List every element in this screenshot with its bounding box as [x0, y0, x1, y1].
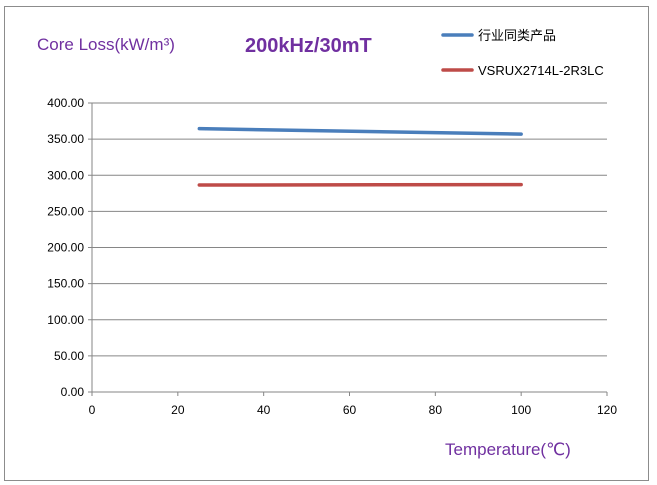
x-tick-label: 120: [597, 403, 617, 417]
legend: 行业同类产品 VSRUX2714L-2R3LC: [441, 28, 604, 78]
chart-title: 200kHz/30mT: [245, 35, 372, 57]
y-tick-label: 150.00: [47, 277, 84, 291]
y-tick-label: 250.00: [47, 204, 84, 218]
y-tick-label: 300.00: [47, 168, 84, 182]
x-tick-label: 100: [511, 403, 531, 417]
y-tick-label: 200.00: [47, 241, 84, 255]
y-tick-label: 50.00: [54, 349, 84, 363]
series-line-1: [197, 126, 523, 136]
legend-label: 行业同类产品: [478, 28, 556, 43]
legend-label: VSRUX2714L-2R3LC: [478, 63, 604, 78]
chart-frame: [4, 6, 649, 481]
x-tick-label: 60: [343, 403, 357, 417]
x-tick-label: 0: [89, 403, 96, 417]
y-tick-label: 400.00: [47, 96, 84, 110]
y-tick-label: 0.00: [61, 385, 85, 399]
x-tick-label: 40: [257, 403, 271, 417]
y-axis-label: Core Loss(kW/m³): [37, 35, 175, 54]
y-tick-label: 100.00: [47, 313, 84, 327]
x-axis-label: Temperature(℃): [445, 440, 571, 459]
x-tick-label: 80: [429, 403, 443, 417]
x-tick-label: 20: [171, 403, 185, 417]
y-tick-label: 350.00: [47, 132, 84, 146]
